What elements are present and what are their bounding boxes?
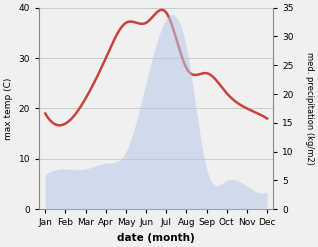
Y-axis label: max temp (C): max temp (C) [4,77,13,140]
X-axis label: date (month): date (month) [117,233,195,243]
Y-axis label: med. precipitation (kg/m2): med. precipitation (kg/m2) [305,52,314,165]
